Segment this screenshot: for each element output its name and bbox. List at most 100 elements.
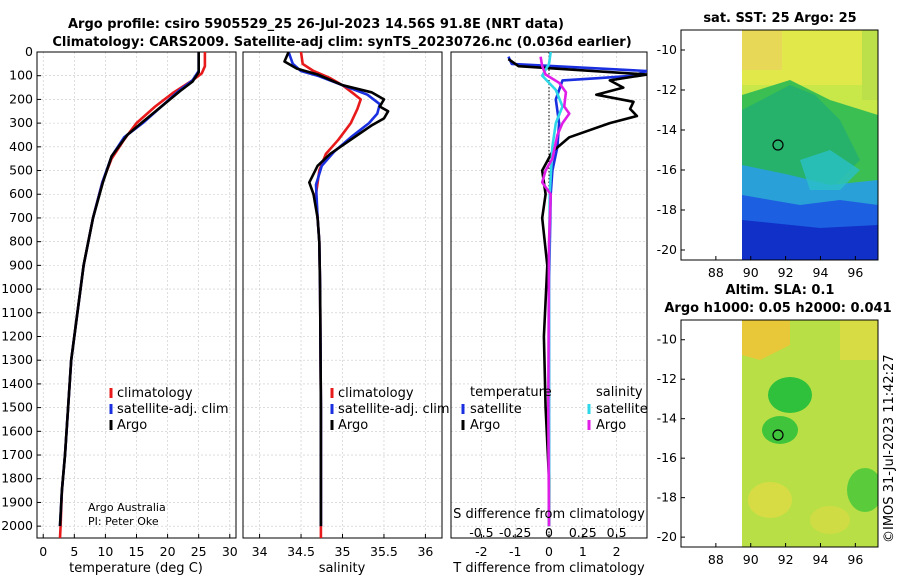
sla-title-line-1: Altim. SLA: 0.1 <box>726 283 835 298</box>
legend-t-satellite: satellite <box>470 402 522 417</box>
map-x-tick-label: 94 <box>813 552 829 567</box>
y-tick-label: 1000 <box>1 281 33 296</box>
series-temperature-argo <box>507 58 647 527</box>
x-tick-label: 15 <box>129 544 145 559</box>
y-tick-label: 400 <box>9 139 33 154</box>
s-difference-label: S difference from climatology <box>453 507 645 522</box>
map-y-tick-label: -18 <box>657 490 677 505</box>
salinity-xlabel: salinity <box>319 561 366 576</box>
s-tick-label: 0 <box>545 525 553 540</box>
x-tick-label: 34 <box>252 544 268 559</box>
y-tick-label: 2000 <box>1 518 33 533</box>
y-tick-label: 500 <box>9 163 33 178</box>
y-tick-label: 800 <box>9 234 33 249</box>
map-y-tick-label: -10 <box>657 42 677 57</box>
x-tick-label: 10 <box>97 544 113 559</box>
t-difference-xlabel: T difference from climatology <box>452 561 645 576</box>
s-tick-label: 0.5 <box>607 525 627 540</box>
series-climatology <box>299 52 362 538</box>
y-tick-label: 1400 <box>1 376 33 391</box>
y-tick-label: 1100 <box>1 305 33 320</box>
legend-s-satellite: satellite <box>596 402 648 417</box>
x-tick-label: 35.5 <box>370 544 398 559</box>
series-temperature-satellite <box>507 56 647 527</box>
title-line-1: Argo profile: csiro 5905529_25 26-Jul-20… <box>68 17 564 32</box>
series-climatology <box>58 52 207 538</box>
temperature-legend: climatology satellite-adj. clim Argo <box>109 386 229 433</box>
x-tick-label: 0 <box>39 544 47 559</box>
legend-temperature-title: temperature <box>470 385 552 400</box>
x-tick-label: -2 <box>475 544 487 559</box>
sal-legend-satellite-adj: satellite-adj. clim <box>338 402 450 417</box>
x-tick-label: 1 <box>579 544 587 559</box>
legend-climatology: climatology <box>117 386 193 401</box>
s-tick-label: 0.25 <box>569 525 597 540</box>
sal-legend-argo: Argo <box>338 418 368 433</box>
map-y-tick-label: -14 <box>657 122 677 137</box>
map-x-tick-label: 92 <box>778 265 794 280</box>
map-y-tick-label: -16 <box>657 162 677 177</box>
map-x-tick-label: 92 <box>778 552 794 567</box>
map-x-tick-label: 88 <box>708 552 724 567</box>
annotation-pi: PI: Peter Oke <box>88 515 159 528</box>
y-tick-label: 1300 <box>1 352 33 367</box>
map-y-tick-label: -14 <box>657 411 677 426</box>
legend-s-argo: Argo <box>596 418 626 433</box>
x-tick-label: -1 <box>509 544 521 559</box>
map-y-tick-label: -12 <box>657 371 677 386</box>
y-tick-label: 700 <box>9 210 33 225</box>
y-tick-label: 600 <box>9 186 33 201</box>
map-y-tick-label: -16 <box>657 450 677 465</box>
map-y-tick-label: -20 <box>657 529 677 544</box>
y-tick-label: 1200 <box>1 328 33 343</box>
x-tick-label: 25 <box>191 544 207 559</box>
y-tick-label: 1800 <box>1 471 33 486</box>
legend-argo: Argo <box>117 418 147 433</box>
y-tick-label: 900 <box>9 257 33 272</box>
y-tick-label: 1600 <box>1 423 33 438</box>
x-tick-label: 30 <box>222 544 238 559</box>
salinity-legend: climatology satellite-adj. clim Argo <box>330 386 450 433</box>
x-tick-label: 5 <box>70 544 78 559</box>
annotation-argo-australia: Argo Australia <box>88 501 166 514</box>
map-x-tick-label: 96 <box>847 552 863 567</box>
map-y-tick-label: -20 <box>657 242 677 257</box>
x-tick-label: 0 <box>545 544 553 559</box>
series-argo <box>283 52 390 527</box>
temperature-xlabel: temperature (deg C) <box>69 561 203 576</box>
map-x-tick-label: 94 <box>813 265 829 280</box>
y-tick-label: 100 <box>9 68 33 83</box>
title-line-2: Climatology: CARS2009. Satellite-adj cli… <box>52 35 631 50</box>
temperature-panel: 0 5 10 15 20 25 30 0 100 200 300 400 500 600 700 800 90… <box>1 44 238 576</box>
legend-t-argo: Argo <box>470 418 500 433</box>
s-tick-label: -0.5 <box>469 525 493 540</box>
s-tick-label: -0.25 <box>499 525 531 540</box>
map-y-tick-label: -18 <box>657 202 677 217</box>
difference-legend: temperature salinity satellite Argo sate… <box>461 385 648 433</box>
x-tick-label: 36 <box>417 544 433 559</box>
series-argo <box>58 52 200 527</box>
x-tick-label: 35 <box>335 544 351 559</box>
sal-legend-climatology: climatology <box>338 386 414 401</box>
legend-satellite-adj: satellite-adj. clim <box>117 402 229 417</box>
x-tick-label: 2 <box>613 544 621 559</box>
map-y-tick-label: -10 <box>657 332 677 347</box>
map-x-tick-label: 90 <box>743 265 759 280</box>
x-tick-label: 34.5 <box>287 544 315 559</box>
y-tick-label: 1500 <box>1 400 33 415</box>
copyright-stamp: ©IMOS 31-Jul-2023 11:42:27 <box>882 354 897 543</box>
difference-panel: -2 -1 0 1 2 temperature salinity satellite A… <box>450 51 648 576</box>
map-x-tick-label: 96 <box>847 265 863 280</box>
sla-map: Altim. SLA: 0.1 Argo h1000: 0.05 h2000: … <box>657 283 892 567</box>
series-satellite-adj-clim <box>287 52 382 527</box>
y-tick-label: 200 <box>9 91 33 106</box>
sla-title-line-2: Argo h1000: 0.05 h2000: 0.041 <box>664 301 891 316</box>
y-tick-label: 300 <box>9 115 33 130</box>
sst-map: sat. SST: 25 Argo: 25 88 90 92 94 96 -10 -12 -1… <box>657 11 879 280</box>
series-salinity-argo <box>539 56 571 527</box>
map-x-tick-label: 90 <box>743 552 759 567</box>
salinity-panel: 34 34.5 35 35.5 36 climatology satellite-adj… <box>242 51 450 576</box>
y-tick-label: 1700 <box>1 447 33 462</box>
x-tick-label: 20 <box>160 544 176 559</box>
